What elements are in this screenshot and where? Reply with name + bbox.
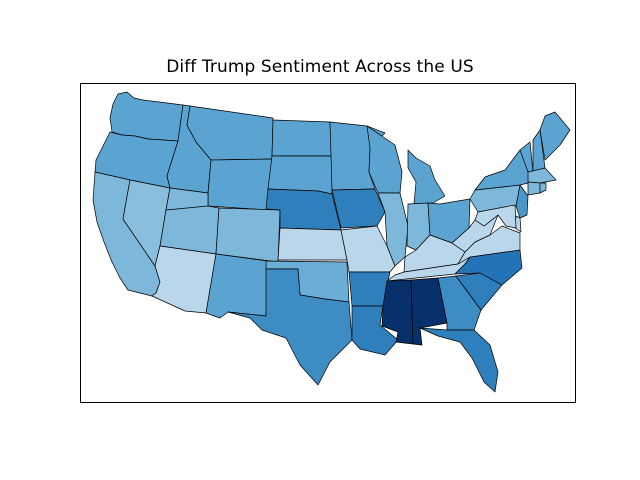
state-mo — [340, 225, 396, 273]
state-ma — [527, 167, 557, 184]
state-wa — [109, 91, 184, 142]
map-title: Diff Trump Sentiment Across the US — [166, 57, 474, 77]
state-ks — [277, 227, 348, 261]
state-sd — [267, 155, 333, 195]
state-wy — [207, 158, 273, 211]
state-fl — [419, 327, 499, 393]
state-ia — [331, 188, 386, 229]
state-co — [215, 207, 281, 263]
state-az — [151, 245, 217, 314]
state-me — [539, 111, 571, 161]
states-layer — [92, 91, 571, 393]
state-nd — [271, 119, 333, 157]
state-md — [474, 204, 517, 229]
state-ri — [539, 182, 547, 194]
state-mi — [407, 149, 446, 205]
state-nm — [205, 253, 269, 319]
state-il — [377, 192, 409, 267]
state-ct — [527, 181, 541, 196]
state-tx — [227, 268, 353, 386]
state-ut — [159, 187, 220, 255]
map-frame — [80, 83, 576, 403]
state-nj — [515, 184, 529, 219]
state-nc — [454, 249, 523, 286]
